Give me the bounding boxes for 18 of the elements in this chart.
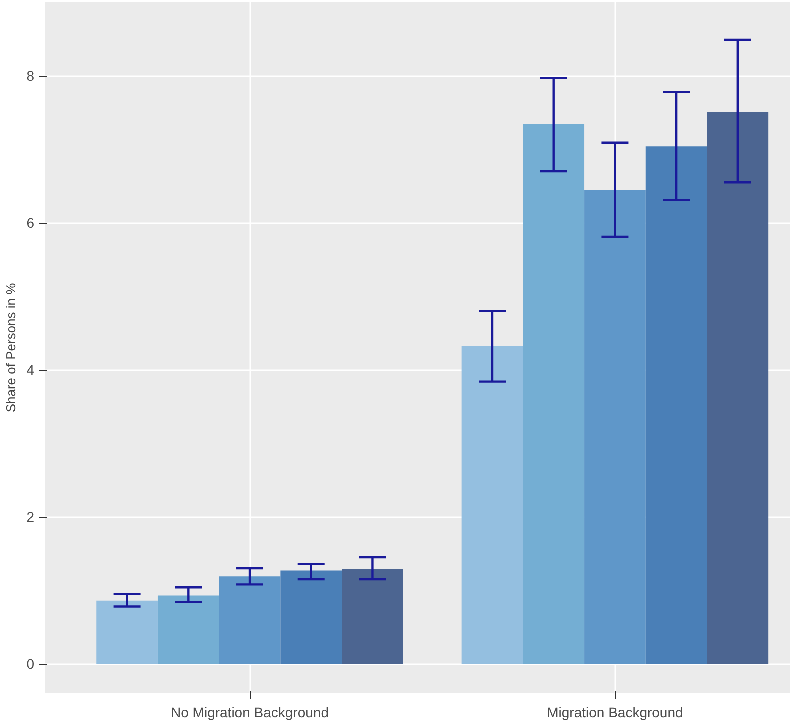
y-axis-title: Share of Persons in % [4, 282, 19, 413]
x-tick-label: Migration Background [547, 704, 684, 720]
bar [646, 146, 708, 664]
bar [96, 600, 158, 664]
bar [158, 596, 220, 664]
bar [523, 124, 585, 664]
bar [462, 346, 524, 664]
bar [342, 569, 404, 664]
y-tick-label: 8 [26, 68, 35, 84]
bar [219, 576, 281, 664]
y-tick-label: 0 [26, 656, 35, 672]
bar [584, 190, 646, 664]
y-tick-label: 6 [26, 215, 35, 232]
y-tick-label: 4 [26, 362, 35, 378]
y-tick-label: 2 [26, 509, 35, 526]
x-tick-label: No Migration Background [171, 704, 330, 720]
bar [707, 112, 769, 664]
bar [280, 570, 342, 664]
